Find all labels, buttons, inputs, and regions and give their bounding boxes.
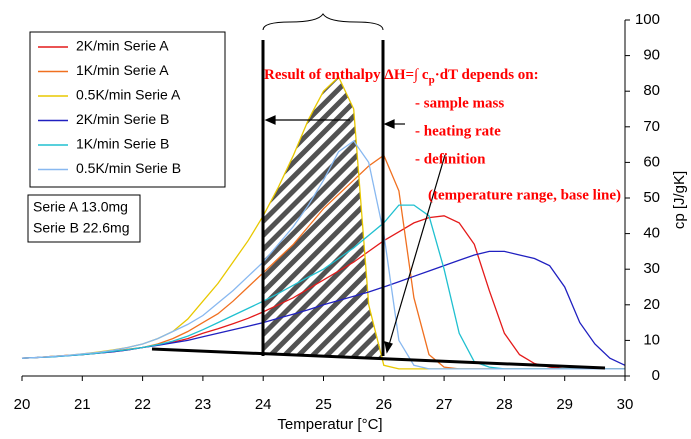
x-axis-label: Temperatur [°C] <box>277 416 382 433</box>
annotation-item: - heating rate <box>415 123 501 139</box>
legend-label: 2K/min Serie B <box>76 111 169 127</box>
x-tick-label: 20 <box>14 396 31 413</box>
info-text: Serie A 13.0mg <box>33 199 128 215</box>
x-tick-label: 25 <box>315 396 332 413</box>
legend-label: 0.5K/min Serie B <box>76 160 181 176</box>
annotation-text: ·dT depends on: <box>435 67 539 83</box>
arrows <box>264 115 446 354</box>
brace <box>262 13 384 31</box>
y-tick-label: 50 <box>643 189 660 206</box>
y-tick-label: 0 <box>652 367 660 384</box>
baseline <box>151 347 606 370</box>
annotation-text: Result of enthalpy ΔH=∫ c <box>264 67 429 83</box>
y-tick-label: 90 <box>643 47 660 64</box>
hatched-area <box>263 76 383 359</box>
info-text: Serie B 22.6mg <box>33 220 130 236</box>
x-tick-label: 23 <box>195 396 212 413</box>
y-tick-label: 70 <box>643 118 660 135</box>
x-tick-label: 24 <box>255 396 272 413</box>
x-tick-label: 29 <box>556 396 573 413</box>
annotation-head: Result of enthalpy ΔH=∫ cp·dT depends on… <box>264 67 539 85</box>
annotation-text: p <box>429 74 435 86</box>
legend-label: 1K/min Serie A <box>76 62 169 78</box>
annotation-item: (temperature range, base line) <box>428 187 621 203</box>
legend-label: 0.5K/min Serie A <box>76 87 181 103</box>
y-tick-label: 80 <box>643 82 660 99</box>
y-tick-label: 10 <box>643 331 660 348</box>
y-tick-label: 40 <box>643 225 660 242</box>
y-tick-label: 30 <box>643 260 660 277</box>
annotation-item: - definition <box>415 151 486 167</box>
legend-box <box>29 31 226 188</box>
x-tick-label: 22 <box>134 396 151 413</box>
x-tick-label: 26 <box>375 396 392 413</box>
legend-label: 1K/min Serie B <box>76 136 169 152</box>
legend-label: 2K/min Serie A <box>76 38 169 54</box>
x-tick-label: 30 <box>617 396 634 413</box>
y-axis-label: cp [J/gK] <box>671 171 688 229</box>
info-box <box>27 194 141 243</box>
x-tick-label: 28 <box>496 396 513 413</box>
y-tick-label: 20 <box>643 296 660 313</box>
annotation-item: - sample mass <box>415 95 504 111</box>
x-tick-label: 27 <box>436 396 453 413</box>
y-tick-label: 100 <box>635 11 660 28</box>
series-line <box>21 140 625 370</box>
x-tick-label: 21 <box>74 396 91 413</box>
y-tick-label: 60 <box>643 153 660 170</box>
